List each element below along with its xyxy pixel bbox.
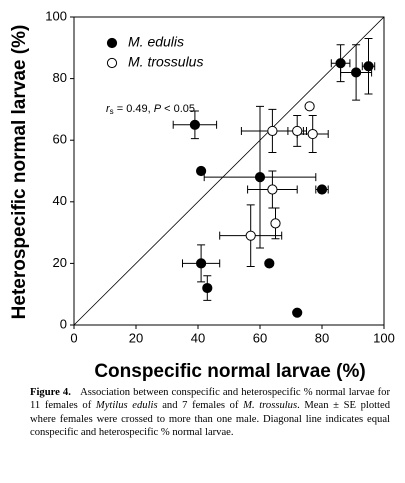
annotation-part: = 0.49,	[114, 103, 154, 115]
y-axis-label: Heterospecific normal larvae (%)	[9, 25, 30, 320]
annotation-part: s	[110, 107, 114, 116]
point	[316, 184, 328, 195]
point	[292, 125, 303, 137]
point	[363, 61, 374, 72]
point	[196, 165, 207, 177]
point	[254, 172, 266, 183]
point	[264, 258, 275, 269]
point	[304, 101, 315, 112]
point	[267, 125, 278, 137]
point	[202, 282, 213, 294]
y-tick-label: 40	[53, 193, 67, 208]
x-tick-label: 40	[191, 330, 205, 345]
x-tick-label: 100	[373, 330, 395, 345]
x-tick-label: 60	[253, 330, 267, 345]
x-tick-label: 0	[70, 330, 77, 345]
y-tick-label: 80	[53, 70, 67, 85]
point	[267, 184, 278, 195]
stat-annotation: rs = 0.49, P < 0.05	[106, 103, 195, 116]
legend-marker	[106, 37, 118, 49]
point	[307, 128, 318, 140]
point	[189, 119, 200, 130]
legend-label: M. trossulus	[128, 54, 203, 70]
legend-label: M. edulis	[128, 34, 184, 50]
x-tick-label: 80	[315, 330, 329, 345]
chart: Conspecific normal larvae (%) Heterospec…	[9, 8, 395, 382]
x-axis-label: Conspecific normal larvae (%)	[94, 361, 365, 382]
y-tick-label: 20	[53, 255, 67, 270]
caption-species: M. trossulus	[243, 400, 298, 412]
point	[335, 58, 346, 69]
caption-species: Mytilus edulis	[95, 400, 158, 412]
annotation-part: P	[154, 103, 162, 115]
caption-text: . Mean ± SE plotted where females were c…	[30, 400, 391, 439]
y-tick-label: 100	[45, 8, 67, 23]
y-tick-label: 60	[53, 132, 67, 147]
caption-text: Association between conspecific and hete…	[30, 387, 390, 412]
x-tick-label: 20	[129, 330, 143, 345]
caption-text: and 7 females of	[157, 400, 244, 412]
annotation-part: < 0.05	[161, 103, 195, 115]
point	[270, 218, 281, 229]
caption: Figure 4. Association between conspecifi…	[30, 386, 390, 440]
point	[245, 230, 256, 241]
annotation-part: r	[106, 103, 111, 115]
point	[292, 307, 303, 318]
point	[351, 67, 362, 78]
plot-frame	[73, 16, 385, 326]
legend-marker	[106, 57, 118, 69]
point	[196, 258, 207, 269]
caption-label: Figure 4.	[30, 387, 71, 398]
equality-line	[73, 16, 385, 326]
y-tick-label: 0	[60, 316, 67, 331]
